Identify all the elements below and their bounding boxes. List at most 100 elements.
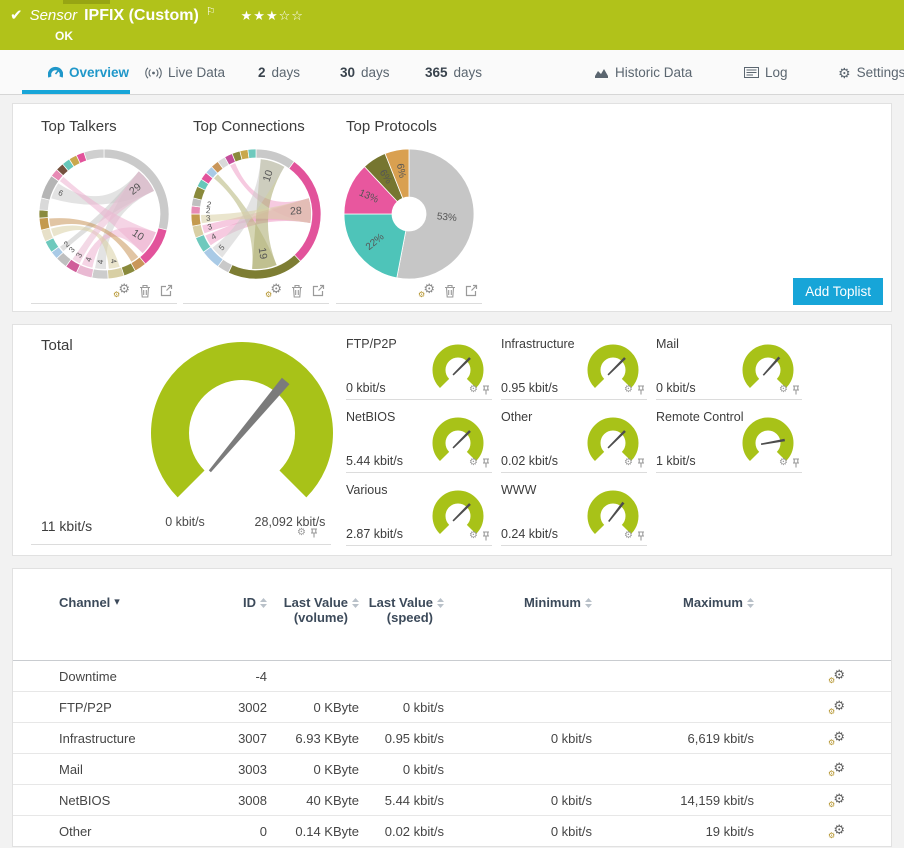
cell-id: 0	[259, 823, 267, 839]
svg-text:3: 3	[67, 245, 77, 255]
delete-toplist-icon[interactable]	[291, 284, 303, 298]
pin-icon[interactable]	[637, 385, 645, 395]
channel-settings-icon[interactable]: ⚙ ⚙	[828, 666, 845, 685]
svg-text:6%: 6%	[394, 163, 408, 179]
status-ok-check-icon: ✔	[10, 7, 23, 24]
tab-365-days[interactable]: 365 days	[425, 50, 482, 95]
sort-icon	[437, 595, 444, 608]
tab-30-days[interactable]: 30 days	[340, 50, 390, 95]
channel-gauge	[742, 344, 794, 389]
tab-number: 2	[258, 65, 266, 80]
open-toplist-icon[interactable]	[465, 284, 478, 297]
tab-label: Settings	[856, 65, 904, 80]
column-header-id[interactable]: ID	[219, 595, 267, 610]
channel-settings-icon[interactable]: ⚙ ⚙	[828, 790, 845, 809]
channel-gauge-value: 0 kbit/s	[656, 381, 696, 395]
open-toplist-icon[interactable]	[160, 284, 173, 297]
column-header-channel[interactable]: Channel ▾	[59, 595, 219, 610]
tab-log[interactable]: Log	[744, 50, 788, 95]
svg-text:53%: 53%	[436, 211, 457, 224]
tab-2-days[interactable]: 2 days	[258, 50, 300, 95]
pin-icon[interactable]	[637, 458, 645, 468]
channel-settings-icon[interactable]: ⚙ ⚙	[828, 759, 845, 778]
column-header-minimum[interactable]: Minimum	[444, 595, 592, 610]
channel-gauge-title: Mail	[656, 337, 679, 351]
gauge-settings-icon[interactable]: ⚙	[624, 384, 633, 395]
channel-gauge-value: 0 kbit/s	[346, 381, 386, 395]
tab-live-data[interactable]: Live Data	[145, 50, 225, 95]
gauge-settings-icon[interactable]: ⚙	[469, 530, 478, 541]
svg-text:4: 4	[84, 256, 94, 264]
gauge-settings-icon[interactable]: ⚙	[624, 457, 633, 468]
svg-text:19: 19	[256, 247, 270, 261]
channel-settings-icon[interactable]: ⚙ ⚙	[828, 728, 845, 747]
cell-maximum: 14,159 kbit/s	[680, 792, 754, 808]
pin-icon[interactable]	[482, 458, 490, 468]
sort-icon	[352, 595, 359, 608]
pin-icon[interactable]	[482, 385, 490, 395]
column-header-last-value-volume[interactable]: Last Value (volume)	[267, 595, 359, 625]
gauge-settings-icon[interactable]: ⚙	[624, 530, 633, 541]
svg-text:3: 3	[206, 213, 212, 222]
tab-overview[interactable]: Overview	[48, 50, 129, 95]
add-toplist-button[interactable]: Add Toplist	[793, 278, 883, 305]
cell-id: 3007	[238, 730, 267, 746]
column-header-maximum[interactable]: Maximum	[592, 595, 754, 610]
pin-icon[interactable]	[310, 528, 318, 538]
tab-settings[interactable]: ⚙ Settings	[838, 50, 904, 95]
channel-gauge-value: 2.87 kbit/s	[346, 527, 403, 541]
channel-gauge-title: FTP/P2P	[346, 337, 397, 351]
pin-icon[interactable]	[792, 385, 800, 395]
pin-icon[interactable]	[482, 531, 490, 541]
table-row-mail: Mail 3003 0 KByte 0 kbit/s ⚙ ⚙	[13, 754, 891, 785]
toplist-settings-icon[interactable]: ⚙ ⚙	[113, 281, 130, 299]
pin-icon[interactable]	[637, 531, 645, 541]
channel-gauge-value: 0.95 kbit/s	[501, 381, 558, 395]
pin-icon[interactable]	[792, 458, 800, 468]
gauge-settings-icon[interactable]: ⚙	[297, 527, 306, 538]
cell-id: -4	[255, 668, 267, 684]
priority-stars[interactable]: ★★★☆☆	[240, 8, 304, 23]
log-icon	[744, 67, 759, 78]
delete-toplist-icon[interactable]	[139, 284, 151, 298]
gauge-cell-netbios: NetBIOS 5.44 kbit/s ⚙	[346, 410, 492, 473]
toplist-settings-icon[interactable]: ⚙ ⚙	[418, 281, 435, 299]
column-header-last-value-speed[interactable]: Last Value (speed)	[359, 595, 444, 625]
cell-channel: FTP/P2P	[59, 699, 112, 715]
cell-divider	[336, 303, 482, 304]
gauge-cell-various: Various 2.87 kbit/s ⚙	[346, 483, 492, 546]
gauge-settings-icon[interactable]: ⚙	[469, 457, 478, 468]
channel-gauge-value: 5.44 kbit/s	[346, 454, 403, 468]
open-toplist-icon[interactable]	[312, 284, 325, 297]
gauge-settings-icon[interactable]: ⚙	[779, 457, 788, 468]
channel-gauge	[587, 490, 639, 535]
delete-toplist-icon[interactable]	[444, 284, 456, 298]
cell-volume: 40 KByte	[306, 792, 359, 808]
cell-minimum: 0 kbit/s	[550, 730, 592, 746]
svg-text:3: 3	[74, 250, 84, 259]
gauge-cell-other: Other 0.02 kbit/s ⚙	[501, 410, 647, 473]
cell-volume: 0 KByte	[313, 761, 359, 777]
gear-icon: ⚙	[838, 64, 851, 81]
tab-historic-data[interactable]: Historic Data	[594, 50, 692, 95]
channel-gauge-value: 0.02 kbit/s	[501, 454, 558, 468]
total-gauge-title: Total	[41, 337, 73, 354]
cell-speed: 0 kbit/s	[402, 761, 444, 777]
tab-label: days	[453, 65, 483, 80]
flag-icon[interactable]: ⚐	[205, 6, 216, 18]
gauge-settings-icon[interactable]: ⚙	[469, 384, 478, 395]
cell-speed: 0.02 kbit/s	[384, 823, 444, 839]
svg-text:2: 2	[206, 200, 213, 210]
gauge-settings-icon[interactable]: ⚙	[779, 384, 788, 395]
tab-label: days	[361, 65, 390, 80]
toplist-settings-icon[interactable]: ⚙ ⚙	[265, 281, 282, 299]
column-label: ID	[243, 595, 256, 610]
channel-settings-icon[interactable]: ⚙ ⚙	[828, 821, 845, 840]
header-accent-strip	[63, 0, 110, 4]
channel-settings-icon[interactable]: ⚙ ⚙	[828, 697, 845, 716]
gauge-max-label: 28,092 kbit/s	[254, 515, 326, 529]
tab-label: Live Data	[168, 65, 226, 80]
tab-label: Historic Data	[615, 65, 693, 80]
sort-icon	[747, 595, 754, 608]
